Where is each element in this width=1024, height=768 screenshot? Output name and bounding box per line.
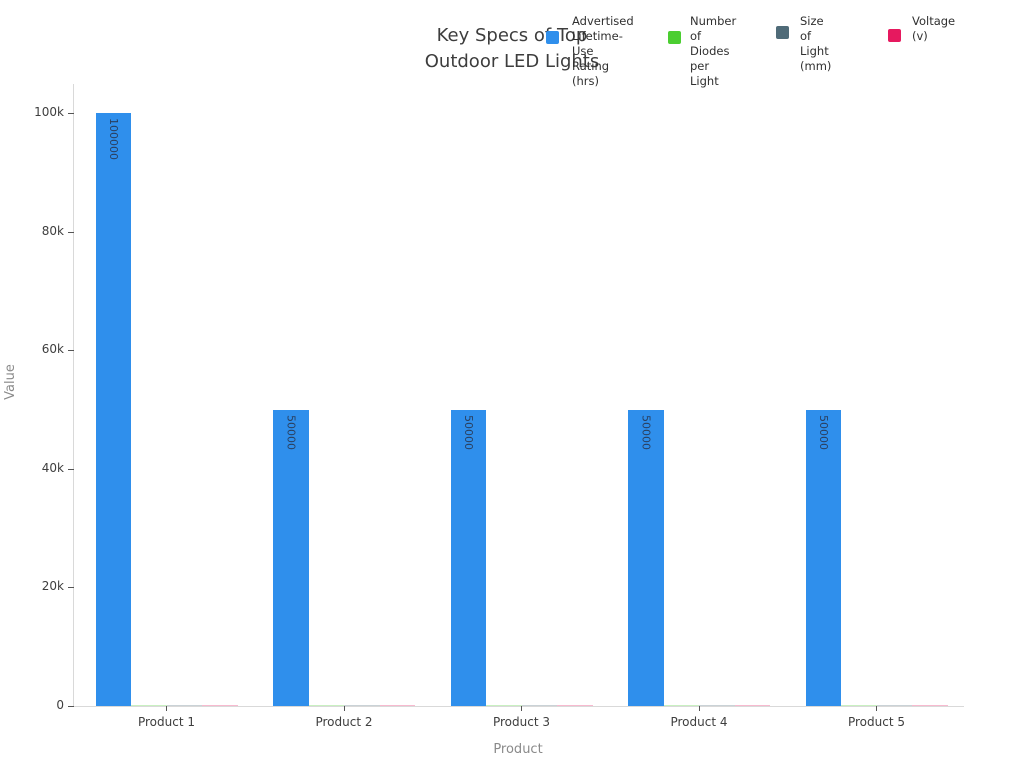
- bar-sliver-1: [841, 705, 877, 706]
- y-tick-label: 40k: [41, 460, 64, 475]
- bar-product-3: 50000: [450, 409, 486, 706]
- chart-title: Key Specs of Top Outdoor LED Lights: [424, 25, 600, 72]
- x-tick-label: Product 4: [670, 715, 728, 729]
- y-tick-label: 20k: [41, 579, 64, 594]
- y-tick-mark: [68, 113, 74, 114]
- legend-swatch-icon: [668, 31, 681, 44]
- bar-sliver-2: [876, 705, 912, 706]
- x-axis-title: Product: [493, 742, 543, 757]
- bar-value-label: 50000: [461, 414, 475, 450]
- x-tick-label: Product 1: [137, 715, 195, 729]
- x-tick-mark: [521, 706, 522, 711]
- bar-sliver-1: [486, 705, 522, 706]
- legend-swatch-icon: [546, 31, 559, 44]
- bar-sliver-3: [202, 705, 238, 706]
- bar-value-label: 50000: [284, 414, 298, 450]
- bar-sliver-2: [344, 705, 380, 706]
- bar-value-label: 50000: [639, 414, 653, 450]
- x-tick-mark: [876, 706, 877, 711]
- bar-product-4: 50000: [628, 409, 664, 706]
- bar-value-label: 100000: [106, 118, 120, 160]
- legend-label: Number of Diodes per Light: [690, 14, 737, 88]
- bar-sliver-3: [557, 705, 593, 706]
- chart-legend: Advertised Lifetime-Use Rating (hrs) Numb…: [0, 0, 1024, 88]
- x-tick-label: Product 3: [492, 715, 550, 729]
- bar-sliver-1: [131, 705, 167, 706]
- legend-label: Size of Light (mm): [800, 14, 832, 73]
- bar-sliver-1: [663, 705, 699, 706]
- y-tick-mark: [68, 587, 74, 589]
- y-axis-title: Value: [3, 364, 18, 400]
- x-tick-label: Product 5: [847, 715, 905, 729]
- legend-label: Advertised Lifetime-Use Rating (hrs): [572, 14, 634, 88]
- y-tick-label: 80k: [41, 223, 64, 238]
- x-tick-mark: [698, 706, 700, 711]
- legend-label: Voltage (v): [912, 14, 956, 43]
- y-tick-mark: [68, 468, 74, 470]
- y-tick-mark: [68, 706, 74, 707]
- bar-product-5: 50000: [805, 409, 841, 706]
- legend-swatch-icon: [776, 26, 789, 39]
- bar-sliver-1: [308, 705, 344, 706]
- x-tick-label: Product 2: [315, 715, 373, 729]
- bar-product-1: 100000: [95, 113, 131, 706]
- bar-sliver-2: [166, 705, 202, 706]
- y-tick-label: 60k: [41, 342, 64, 357]
- bar-sliver-3: [379, 705, 415, 706]
- bar-sliver-2: [699, 705, 735, 706]
- plot-area: 0 20k 40k 60k 80k 100k Product 1 100000 Product …: [34, 84, 964, 729]
- bar-sliver-2: [521, 705, 557, 706]
- x-tick-mark: [166, 706, 167, 711]
- legend-swatch-icon: [888, 29, 901, 42]
- x-tick-mark: [343, 706, 345, 711]
- y-tick-mark: [68, 231, 74, 233]
- y-tick-mark: [68, 350, 74, 352]
- y-tick-label: 0: [56, 698, 64, 712]
- bar-value-label: 50000: [816, 414, 830, 450]
- bar-product-2: 50000: [273, 409, 309, 706]
- bar-sliver-3: [734, 705, 770, 706]
- bar-sliver-3: [912, 705, 948, 706]
- y-tick-label: 100k: [34, 105, 64, 119]
